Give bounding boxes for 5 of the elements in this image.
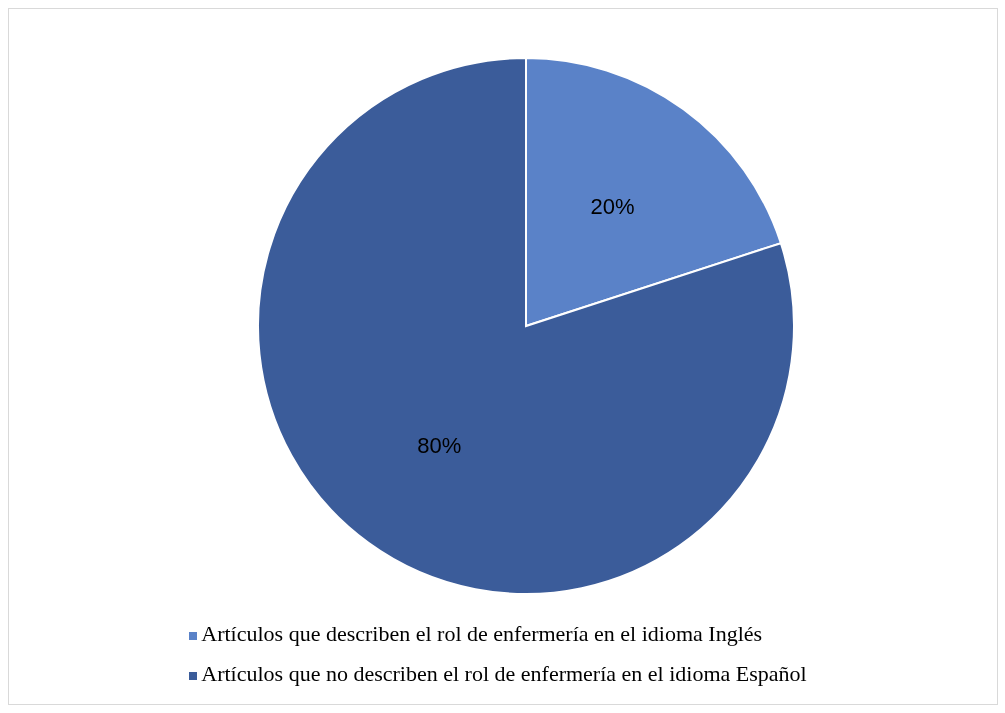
legend-label: Artículos que describen el rol de enfermería en el idioma Inglés bbox=[201, 621, 763, 646]
data-label: 80% bbox=[417, 432, 462, 458]
pie-slice bbox=[257, 57, 795, 595]
legend-label: Artículos que no describen el rol de enfermería en el idioma Español bbox=[201, 661, 807, 686]
data-label: 20% bbox=[590, 194, 635, 220]
